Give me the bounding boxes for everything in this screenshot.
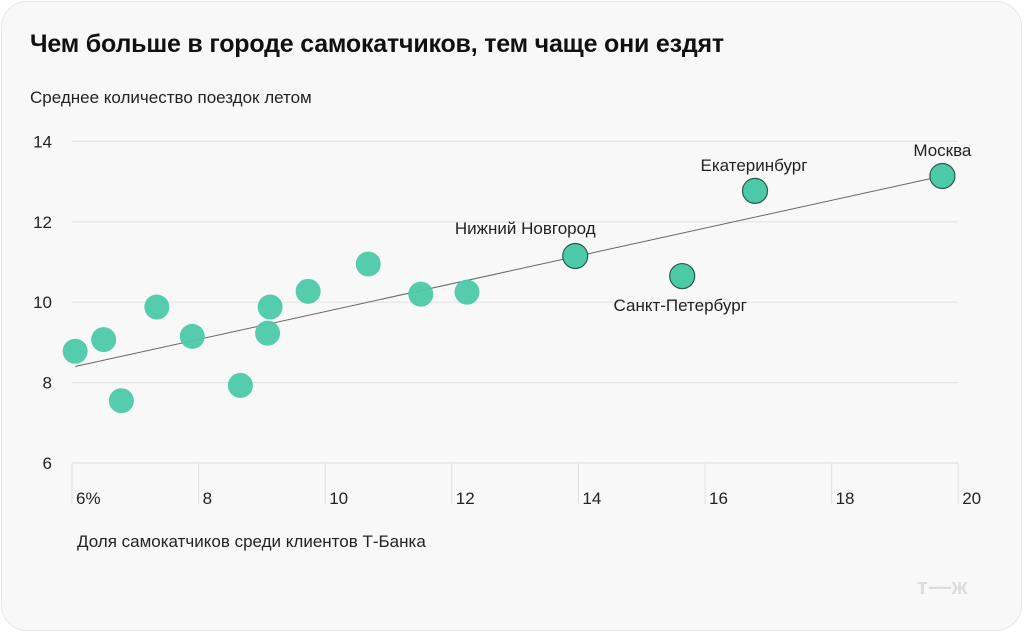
data-points — [62, 162, 956, 414]
y-tick-label: 8 — [43, 374, 52, 393]
chart-title: Чем больше в городе самокатчиков, тем ча… — [30, 30, 724, 58]
y-tick-label: 6 — [43, 454, 52, 473]
y-tick-label: 10 — [33, 293, 52, 312]
data-point — [295, 278, 321, 304]
city-label: Санкт-Петербург — [614, 296, 747, 315]
data-point — [454, 279, 480, 305]
x-tick-label: 8 — [203, 489, 212, 508]
trend-line — [75, 175, 943, 368]
data-point — [408, 281, 434, 307]
x-tick-label: 12 — [456, 489, 475, 508]
regression-line — [75, 175, 943, 368]
data-point — [91, 327, 117, 353]
data-point — [257, 294, 283, 320]
city-label: Нижний Новгород — [455, 219, 596, 238]
axis-ticks: 6 8 10 12 14 6% 8 10 12 14 16 18 20 — [33, 132, 981, 508]
city-point — [741, 177, 769, 204]
y-tick-label: 12 — [33, 213, 52, 232]
x-tick-label: 20 — [962, 489, 981, 508]
data-point — [355, 251, 381, 277]
grid-lines — [71, 140, 959, 504]
x-tick-label: 16 — [709, 489, 728, 508]
city-label: Москва — [913, 141, 972, 160]
data-point — [144, 294, 170, 320]
data-point — [62, 338, 88, 364]
data-point — [108, 388, 134, 414]
x-tick-label: 14 — [582, 489, 601, 508]
data-point — [255, 320, 281, 346]
y-axis-label: Среднее количество поездок летом — [30, 88, 312, 107]
x-tick-label: 6% — [76, 489, 101, 508]
city-label: Екатеринбург — [701, 156, 808, 175]
x-tick-label: 10 — [329, 489, 348, 508]
city-point — [669, 262, 696, 290]
data-point — [179, 323, 205, 349]
publisher-logo: т—ж — [917, 574, 969, 599]
city-point — [562, 242, 589, 270]
y-tick-label: 14 — [33, 132, 52, 151]
city-labels: Нижний Новгород Санкт-Петербург Екатеринбу… — [455, 141, 972, 315]
data-point — [227, 372, 253, 398]
x-tick-label: 18 — [836, 489, 855, 508]
city-point — [929, 162, 956, 190]
x-axis-label: Доля самокатчиков среди клиентов Т-Банка — [77, 532, 426, 551]
